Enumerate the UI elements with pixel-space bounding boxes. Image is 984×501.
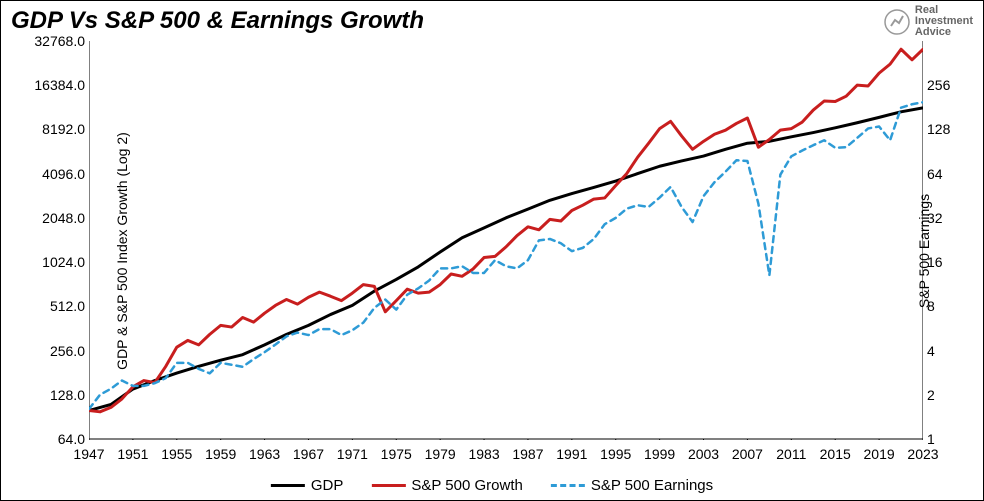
legend-label: S&P 500 Earnings <box>591 477 713 494</box>
legend-item: GDP <box>271 477 344 494</box>
y-right-tick: 16 <box>927 254 967 270</box>
y-left-tick: 2048.0 <box>27 210 85 226</box>
chart-title: GDP Vs S&P 500 & Earnings Growth <box>11 7 424 35</box>
legend-swatch <box>551 484 585 487</box>
y-left-tick: 4096.0 <box>27 166 85 182</box>
y-left-tick: 8192.0 <box>27 121 85 137</box>
y-left-tick: 256.0 <box>27 343 85 359</box>
y-left-tick: 64.0 <box>27 431 85 447</box>
x-tick: 2007 <box>732 446 763 462</box>
x-tick: 1951 <box>117 446 148 462</box>
brand-logo: Real Investment Advice <box>883 5 973 38</box>
x-tick: 1995 <box>600 446 631 462</box>
x-tick: 1979 <box>425 446 456 462</box>
logo-text-3: Advice <box>915 27 973 38</box>
x-tick: 1975 <box>381 446 412 462</box>
x-tick: 2003 <box>688 446 719 462</box>
series-SP500 <box>89 49 923 412</box>
legend: GDP S&P 500 Growth S&P 500 Earnings <box>271 477 713 494</box>
y-left-tick: 16384.0 <box>27 77 85 93</box>
legend-swatch <box>271 484 305 487</box>
legend-item: S&P 500 Growth <box>371 477 522 494</box>
legend-label: S&P 500 Growth <box>411 477 522 494</box>
x-tick: 2015 <box>820 446 851 462</box>
x-tick: 1963 <box>249 446 280 462</box>
legend-item: S&P 500 Earnings <box>551 477 713 494</box>
y-right-tick: 2 <box>927 387 967 403</box>
y-right-tick: 8 <box>927 298 967 314</box>
chart-svg <box>89 41 923 440</box>
logo-icon <box>883 8 911 36</box>
y-right-tick: 4 <box>927 343 967 359</box>
y-left-tick: 1024.0 <box>27 254 85 270</box>
y-right-tick: 32 <box>927 210 967 226</box>
x-tick: 2023 <box>907 446 938 462</box>
x-tick: 1955 <box>161 446 192 462</box>
x-tick: 2011 <box>776 446 806 462</box>
y-left-tick: 512.0 <box>27 298 85 314</box>
series-GDP <box>89 108 923 411</box>
y-right-tick: 64 <box>927 166 967 182</box>
x-tick: 1983 <box>468 446 499 462</box>
chart-container: GDP Vs S&P 500 & Earnings Growth Real In… <box>1 1 983 500</box>
plot-area: 64.0128.0256.0512.01024.02048.04096.0819… <box>89 41 923 440</box>
y-right-tick: 128 <box>927 121 967 137</box>
x-tick: 1967 <box>293 446 324 462</box>
legend-swatch <box>371 484 405 487</box>
y-right-tick: 256 <box>927 77 967 93</box>
x-tick: 1947 <box>73 446 104 462</box>
x-tick: 1987 <box>512 446 543 462</box>
x-tick: 2019 <box>864 446 895 462</box>
x-tick: 1999 <box>644 446 675 462</box>
y-right-tick: 1 <box>927 431 967 447</box>
x-tick: 1991 <box>556 446 587 462</box>
y-left-tick: 32768.0 <box>27 33 85 49</box>
y-left-tick: 128.0 <box>27 387 85 403</box>
legend-label: GDP <box>311 477 344 494</box>
x-tick: 1971 <box>337 446 368 462</box>
x-tick: 1959 <box>205 446 236 462</box>
